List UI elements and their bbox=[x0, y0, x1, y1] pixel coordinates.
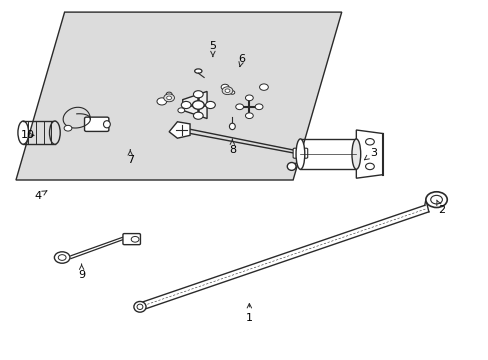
Polygon shape bbox=[183, 91, 206, 118]
Circle shape bbox=[163, 94, 174, 102]
Ellipse shape bbox=[137, 304, 142, 310]
Polygon shape bbox=[356, 130, 382, 178]
Circle shape bbox=[166, 92, 172, 96]
Text: 9: 9 bbox=[78, 264, 85, 280]
Ellipse shape bbox=[103, 121, 110, 128]
Circle shape bbox=[259, 84, 268, 90]
Circle shape bbox=[178, 108, 184, 113]
Circle shape bbox=[193, 112, 203, 119]
FancyBboxPatch shape bbox=[122, 234, 140, 245]
Polygon shape bbox=[16, 12, 341, 180]
Text: 2: 2 bbox=[436, 200, 444, 215]
Ellipse shape bbox=[229, 123, 235, 130]
Circle shape bbox=[131, 237, 139, 242]
Ellipse shape bbox=[351, 139, 360, 169]
Circle shape bbox=[365, 163, 373, 170]
Text: 7: 7 bbox=[126, 150, 134, 165]
Circle shape bbox=[365, 139, 373, 145]
Ellipse shape bbox=[18, 121, 29, 144]
Text: 3: 3 bbox=[364, 148, 376, 160]
Circle shape bbox=[64, 125, 72, 131]
Text: 6: 6 bbox=[238, 54, 245, 67]
Circle shape bbox=[235, 104, 243, 110]
Ellipse shape bbox=[287, 162, 295, 170]
Circle shape bbox=[166, 96, 171, 100]
Circle shape bbox=[425, 192, 447, 207]
Circle shape bbox=[245, 113, 253, 118]
Text: 8: 8 bbox=[228, 139, 235, 155]
FancyBboxPatch shape bbox=[292, 148, 307, 158]
Circle shape bbox=[224, 89, 229, 93]
Text: 10: 10 bbox=[21, 130, 35, 140]
Circle shape bbox=[430, 195, 442, 204]
Text: 5: 5 bbox=[209, 41, 216, 57]
Circle shape bbox=[205, 102, 215, 109]
Circle shape bbox=[193, 91, 203, 98]
Circle shape bbox=[229, 91, 234, 94]
Ellipse shape bbox=[194, 69, 202, 73]
Circle shape bbox=[157, 98, 166, 105]
Polygon shape bbox=[169, 122, 190, 138]
Circle shape bbox=[181, 102, 191, 109]
Ellipse shape bbox=[295, 139, 304, 169]
Text: 4: 4 bbox=[34, 191, 47, 201]
Ellipse shape bbox=[49, 121, 60, 144]
Circle shape bbox=[222, 87, 232, 95]
Circle shape bbox=[192, 101, 203, 109]
Circle shape bbox=[54, 252, 70, 263]
Circle shape bbox=[58, 255, 66, 260]
Text: 1: 1 bbox=[245, 303, 252, 323]
Ellipse shape bbox=[134, 301, 146, 312]
FancyBboxPatch shape bbox=[84, 117, 109, 131]
Circle shape bbox=[221, 84, 228, 90]
Circle shape bbox=[255, 104, 263, 110]
Circle shape bbox=[245, 95, 253, 101]
